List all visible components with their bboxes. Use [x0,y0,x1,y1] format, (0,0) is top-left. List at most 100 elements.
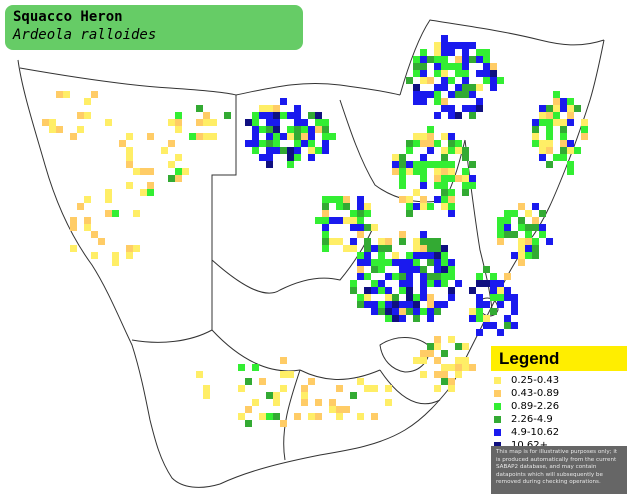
atlas-cell [112,259,119,266]
atlas-cell [462,105,469,112]
atlas-cell [301,140,308,147]
atlas-cell [91,252,98,259]
atlas-cell [385,308,392,315]
atlas-cell [511,210,518,217]
atlas-cell [378,238,385,245]
atlas-cell [448,196,455,203]
atlas-cell [350,280,357,287]
atlas-cell [364,301,371,308]
atlas-cell [133,245,140,252]
atlas-cell [378,301,385,308]
atlas-cell [476,301,483,308]
atlas-cell [413,357,420,364]
atlas-cell [336,406,343,413]
atlas-cell [448,273,455,280]
atlas-cell [434,161,441,168]
atlas-cell [448,385,455,392]
atlas-cell [357,294,364,301]
atlas-cell [364,203,371,210]
atlas-cell [371,385,378,392]
atlas-cell [448,203,455,210]
atlas-cell [399,308,406,315]
atlas-cell [441,161,448,168]
atlas-cell [504,224,511,231]
atlas-cell [434,91,441,98]
atlas-cell [455,42,462,49]
atlas-cell [266,140,273,147]
atlas-cell [434,308,441,315]
atlas-cell [546,133,553,140]
atlas-cell [266,105,273,112]
atlas-cell [280,420,287,427]
atlas-cell [462,154,469,161]
atlas-cell [497,77,504,84]
atlas-cell [406,140,413,147]
atlas-cell [399,273,406,280]
atlas-cell [168,161,175,168]
atlas-cell [287,133,294,140]
atlas-cell [133,168,140,175]
atlas-cell [273,392,280,399]
atlas-cell [497,231,504,238]
atlas-cell [259,154,266,161]
atlas-cell [427,245,434,252]
atlas-cell [357,217,364,224]
atlas-cell [364,287,371,294]
atlas-cell [378,245,385,252]
atlas-cell [441,371,448,378]
atlas-cell [553,112,560,119]
species-title-box: Squacco Heron Ardeola ralloides [5,5,303,50]
atlas-cell [280,133,287,140]
atlas-cell [448,210,455,217]
legend-label: 4.9-10.62 [511,427,560,438]
atlas-cell [280,112,287,119]
atlas-cell [455,357,462,364]
atlas-cell [448,91,455,98]
atlas-cell [434,182,441,189]
legend-swatch [494,377,501,384]
atlas-cell [525,224,532,231]
atlas-cell [294,119,301,126]
atlas-cell [406,203,413,210]
atlas-cell [266,112,273,119]
border-lesotho [379,337,430,373]
atlas-cell [567,140,574,147]
atlas-cell [420,273,427,280]
atlas-cell [441,182,448,189]
atlas-cell [497,329,504,336]
atlas-cell [413,301,420,308]
atlas-cell [301,399,308,406]
atlas-cell [406,280,413,287]
atlas-cell [322,231,329,238]
atlas-cell [126,133,133,140]
atlas-cell [525,238,532,245]
disclaimer-note: This map is for illustrative purposes on… [491,446,627,494]
atlas-cell [434,63,441,70]
atlas-cell [245,406,252,413]
atlas-cell [462,189,469,196]
atlas-cell [98,238,105,245]
atlas-cell [322,147,329,154]
atlas-cell [378,259,385,266]
atlas-cell [455,343,462,350]
atlas-cell [343,196,350,203]
atlas-cell [441,196,448,203]
atlas-cell [420,196,427,203]
atlas-cell [399,287,406,294]
atlas-cell [455,84,462,91]
atlas-cell [196,133,203,140]
atlas-cell [448,112,455,119]
atlas-cell [476,98,483,105]
atlas-cell [378,266,385,273]
atlas-cell [455,91,462,98]
atlas-cell [490,84,497,91]
atlas-cell [490,322,497,329]
atlas-cell [476,294,483,301]
atlas-cell [336,413,343,420]
atlas-cell [406,77,413,84]
atlas-cell [406,210,413,217]
atlas-cell [392,161,399,168]
atlas-cell [70,245,77,252]
atlas-cell [462,182,469,189]
atlas-cell [455,63,462,70]
